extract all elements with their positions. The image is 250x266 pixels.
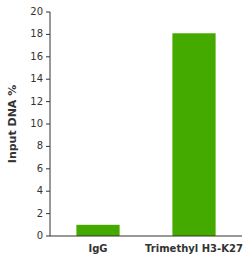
y-tick-label: 18 xyxy=(30,28,43,39)
y-tick-label: 6 xyxy=(37,163,43,174)
x-tick-label: IgG xyxy=(88,243,107,254)
x-axis-line xyxy=(50,236,242,237)
y-tick-label: 12 xyxy=(30,96,43,107)
bar xyxy=(76,225,119,236)
y-tick xyxy=(46,213,50,214)
chart: 0 2 4 6 8 10 12 14 16 18 20 IgG Trimethyl H3-K27 Inpu… xyxy=(0,0,250,266)
y-tick xyxy=(46,34,50,35)
y-tick xyxy=(46,124,50,125)
y-tick-label: 8 xyxy=(37,140,43,151)
y-tick-label: 0 xyxy=(37,230,43,241)
bar xyxy=(172,33,215,236)
x-tick-label: Trimethyl H3-K27 xyxy=(145,243,243,254)
y-axis-label: Input DNA % xyxy=(6,85,19,163)
y-tick-label: 16 xyxy=(30,51,43,62)
y-tick xyxy=(46,191,50,192)
y-tick xyxy=(46,168,50,169)
y-tick xyxy=(46,146,50,147)
bars xyxy=(76,33,215,236)
y-tick xyxy=(46,79,50,80)
y-tick xyxy=(46,56,50,57)
y-tick xyxy=(46,101,50,102)
y-tick-label: 4 xyxy=(37,185,43,196)
y-tick-label: 2 xyxy=(37,208,43,219)
y-tick-label: 14 xyxy=(30,73,43,84)
y-tick xyxy=(46,236,50,237)
chart-container: 0 2 4 6 8 10 12 14 16 18 20 IgG Trimethyl H3-K27 Inpu… xyxy=(0,0,250,266)
y-tick-label: 20 xyxy=(30,6,43,17)
y-tick xyxy=(46,12,50,13)
y-tick-label: 10 xyxy=(30,118,43,129)
